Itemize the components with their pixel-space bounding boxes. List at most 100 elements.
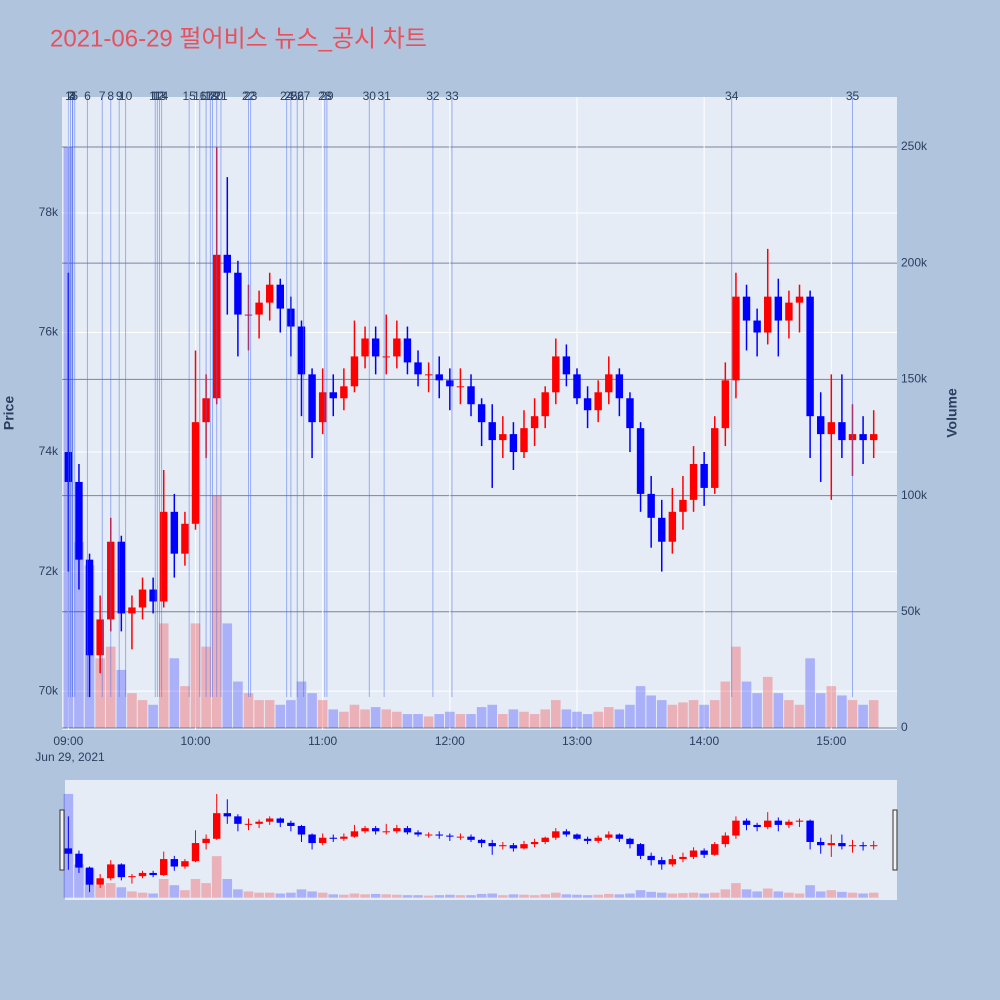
mini-volume-bar [762,888,773,898]
mini-candle-body [636,844,645,856]
candle-body [308,374,316,423]
news-label: 8 [107,89,114,103]
mini-volume-bar [137,892,148,898]
volume-bar [529,714,540,729]
candle-body [795,296,804,303]
candle-body [869,434,878,441]
volume-bar [423,716,434,729]
mini-volume-bar [74,864,84,898]
mini-volume-bar [360,894,370,898]
mini-volume-bar [868,892,879,898]
mini-volume-bar [286,892,296,898]
volume-bar [603,707,614,729]
mini-candle-body [107,864,115,879]
mini-volume-bar [105,883,116,898]
candle-body [276,284,284,309]
x-tick-label: 11:00 [308,734,337,748]
mini-candle-body [297,825,306,835]
chart-title: 2021-06-29 펄어비스 뉴스_공시 차트 [50,25,427,52]
mini-candle-body [414,832,422,835]
candle-body [499,434,507,441]
candle-body [361,338,369,357]
range-handle[interactable] [59,809,65,871]
y2-tick-label: 100k [901,488,928,502]
volume-bar [158,623,169,729]
mini-candle-body [329,837,337,839]
mini-volume-bar [847,892,858,898]
news-label: 21 [214,89,228,103]
mini-candle-body [583,838,592,841]
mini-candle-body [435,834,443,836]
volume-bar [762,676,773,729]
candle-body [530,416,539,429]
volume-bar [720,681,731,729]
mini-candle-body [361,828,369,832]
mini-volume-bar [498,895,508,898]
mini-candle-body [764,820,772,828]
candle-body [541,392,549,417]
candle-body [255,302,263,315]
y-tick-label: 72k [39,564,59,578]
range-handle[interactable] [892,809,898,871]
mini-candle-body [848,845,857,847]
candle-body [297,326,306,375]
candle-body [75,481,83,560]
candle-body [265,284,274,303]
volume-bar [254,700,264,729]
volume-bar [773,693,784,729]
mini-candle-body [774,820,783,825]
mini-candle-body [96,878,104,885]
candle-body [806,296,814,417]
volume-bar [137,700,148,729]
news-label: 35 [846,89,860,103]
volume-bar [339,711,349,729]
mini-candle-body [181,861,189,867]
candle-body [467,386,475,405]
x-tick-label: 10:00 [180,734,210,748]
volume-bar [868,700,879,729]
candle-body [138,589,147,608]
mini-candle-body [117,864,126,878]
candle-body [573,374,581,399]
news-label: 24 [280,89,294,103]
news-label: 29 [320,89,334,103]
candle-body [838,422,846,441]
volume-bar [593,711,603,729]
mini-volume-bar [614,894,625,898]
mini-candle-body [658,860,666,865]
volume-bar [233,681,243,729]
mini-volume-bar [837,891,847,898]
mini-candle-body [170,859,179,867]
candle-body [658,517,666,542]
volume-bar [349,704,360,729]
mini-volume-bar [487,893,498,898]
mini-candle-body [255,821,263,824]
mini-candle-body [160,859,168,876]
mini-volume-bar [275,893,286,898]
mini-volume-bar [169,885,180,898]
volume-bar [752,693,762,729]
candle-body [668,511,677,542]
mini-candle-body [689,850,698,857]
mini-candle-body [499,845,507,847]
news-label: 11 [149,89,162,103]
volume-bar [635,686,646,729]
mini-candle-body [265,818,274,822]
candle-body [382,356,390,358]
volume-bar [540,709,550,729]
news-label: 14 [155,89,169,103]
volume-bar [264,700,275,729]
volume-bar [678,702,688,729]
volume-bar [709,700,720,729]
y-tick-label: 78k [39,205,59,219]
news-label: 19 [206,89,220,103]
candle-body [191,422,200,524]
mini-candle-body [202,838,210,844]
volume-bar [169,658,180,729]
mini-candle-body [234,816,242,824]
mini-volume-bar [635,890,646,898]
mini-volume-bar [646,891,656,898]
mini-volume-bar [190,878,201,898]
mini-candle-body [795,820,804,822]
